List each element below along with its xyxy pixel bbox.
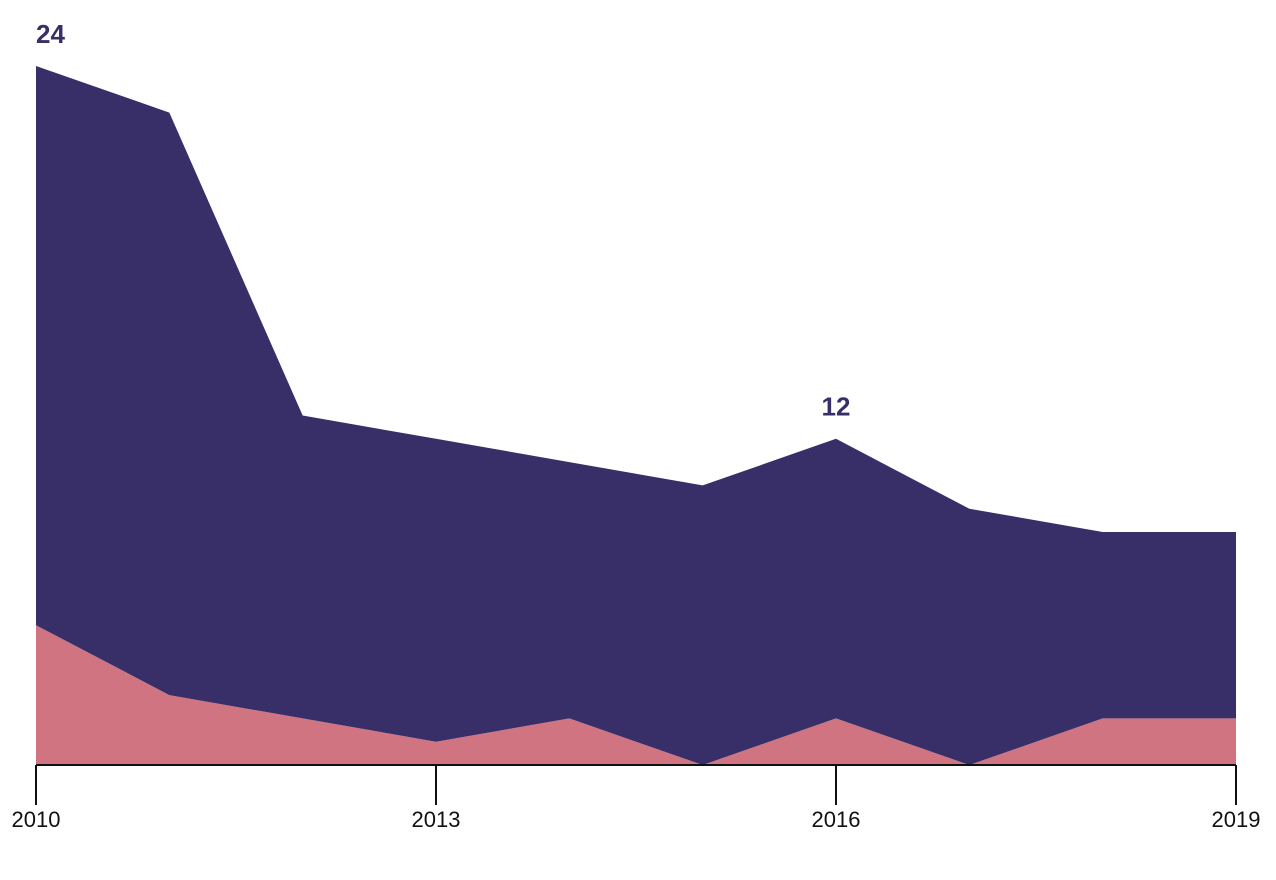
area (36, 66, 1236, 765)
x-tick-label: 2019 (1212, 807, 1261, 832)
x-tick-label: 2016 (812, 807, 861, 832)
x-tick-label: 2010 (12, 807, 61, 832)
area (36, 625, 1236, 765)
value-label: 12 (822, 392, 851, 422)
x-tick-label: 2013 (412, 807, 461, 832)
value-label: 24 (36, 19, 65, 49)
